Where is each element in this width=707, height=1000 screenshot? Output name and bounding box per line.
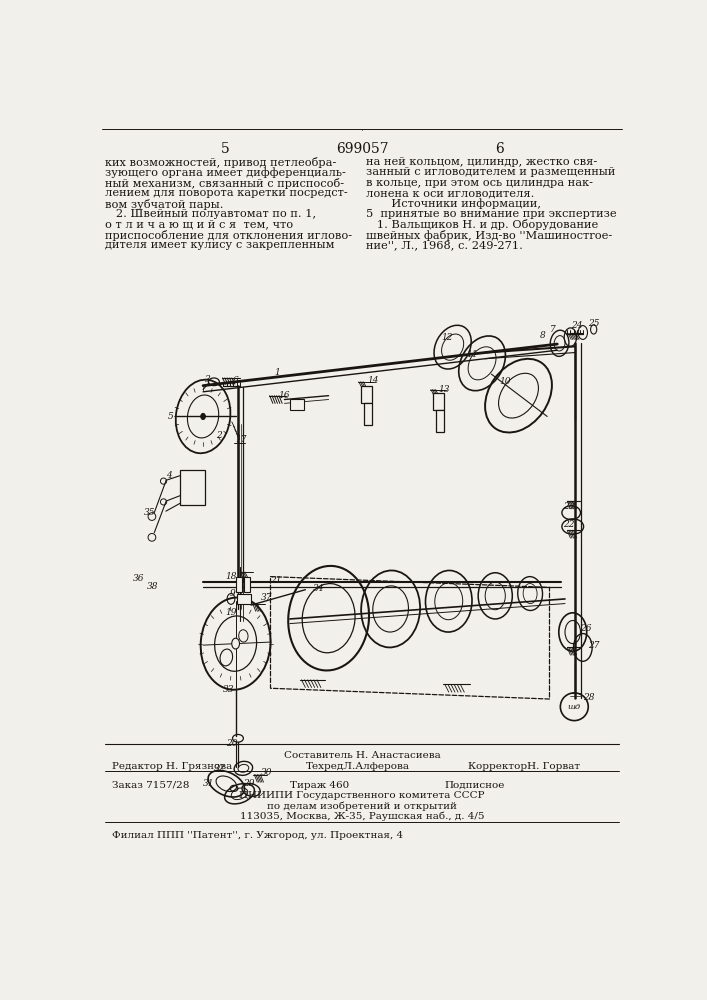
Text: 20: 20 (226, 739, 238, 748)
Text: Заказ 7157/28: Заказ 7157/28 (112, 781, 189, 790)
Text: 2. Швейный полуавтомат по п. 1,: 2. Швейный полуавтомат по п. 1, (105, 209, 317, 219)
Text: 27: 27 (588, 641, 600, 650)
Text: 13: 13 (438, 385, 450, 394)
Text: 15: 15 (293, 399, 305, 408)
FancyBboxPatch shape (433, 393, 444, 410)
Text: 8: 8 (539, 331, 545, 340)
Text: дителя имеет кулису с закрепленным: дителя имеет кулису с закрепленным (105, 240, 335, 250)
Text: 19: 19 (226, 608, 237, 617)
Text: 4: 4 (166, 471, 172, 480)
Text: 36: 36 (134, 574, 145, 583)
Text: 29: 29 (243, 779, 255, 788)
Text: приспособление для отклонения иглово-: приспособление для отклонения иглово- (105, 230, 353, 241)
Text: ние'', Л., 1968, с. 249-271.: ние'', Л., 1968, с. 249-271. (366, 240, 522, 250)
Text: 2: 2 (216, 431, 222, 440)
Text: 31: 31 (203, 779, 215, 788)
Text: Подписное: Подписное (445, 781, 506, 790)
Text: 3: 3 (204, 375, 211, 384)
Text: 34: 34 (313, 584, 325, 593)
Text: 5: 5 (168, 412, 174, 421)
Text: Составитель Н. Анастасиева: Составитель Н. Анастасиева (284, 751, 440, 760)
Text: 32: 32 (214, 764, 226, 773)
Text: вом зубчатой пары.: вом зубчатой пары. (105, 199, 224, 210)
FancyBboxPatch shape (364, 403, 372, 425)
FancyBboxPatch shape (237, 594, 251, 604)
Text: 5: 5 (221, 142, 230, 156)
Text: 9: 9 (230, 589, 235, 598)
Text: шд: шд (568, 703, 581, 711)
Text: 1. Вальщиков Н. и др. Оборудование: 1. Вальщиков Н. и др. Оборудование (366, 219, 598, 230)
Text: 12: 12 (441, 333, 452, 342)
Text: 14: 14 (368, 376, 379, 385)
Text: ких возможностей, привод петлеобра-: ких возможностей, привод петлеобра- (105, 157, 337, 168)
Text: 113035, Москва, Ж-35, Раушская наб., д. 4/5: 113035, Москва, Ж-35, Раушская наб., д. … (240, 811, 484, 821)
Text: швейных фабрик, Изд-во ''Машиностroe-: швейных фабрик, Изд-во ''Машиностroe- (366, 230, 612, 241)
Text: КорректорН. Горват: КорректорН. Горват (468, 762, 580, 771)
FancyBboxPatch shape (361, 386, 372, 403)
Text: 5  принятые во внимание при экспертизе: 5 принятые во внимание при экспертизе (366, 209, 617, 219)
Text: занный с игловодителем и размещенный: занный с игловодителем и размещенный (366, 167, 615, 177)
Text: по делам изобретений и открытий: по делам изобретений и открытий (267, 801, 457, 811)
Text: 17: 17 (235, 435, 247, 444)
Text: 24: 24 (571, 321, 583, 330)
Text: Филиал ППП ''Патент'', г. Ужгород, ул. Проектная, 4: Филиал ППП ''Патент'', г. Ужгород, ул. П… (112, 831, 403, 840)
Text: 16: 16 (279, 391, 290, 400)
Text: 11: 11 (467, 350, 478, 359)
Text: Тираж 460: Тираж 460 (290, 781, 349, 790)
FancyBboxPatch shape (244, 577, 250, 592)
Text: 23: 23 (563, 502, 574, 511)
Text: 699057: 699057 (336, 142, 388, 156)
Text: Источники информации,: Источники информации, (366, 199, 541, 209)
Text: лением для поворота каретки посредст-: лением для поворота каретки посредст- (105, 188, 348, 198)
Text: о т л и ч а ю щ и й с я  тем, что: о т л и ч а ю щ и й с я тем, что (105, 219, 293, 229)
Text: ный механизм, связанный с приспособ-: ный механизм, связанный с приспособ- (105, 178, 344, 189)
Text: 10: 10 (499, 377, 510, 386)
FancyBboxPatch shape (180, 470, 204, 505)
FancyBboxPatch shape (436, 410, 444, 432)
Text: 6: 6 (233, 376, 238, 385)
Text: 38: 38 (146, 582, 158, 591)
Text: ЦНИИПИ Государственного комитета СССР: ЦНИИПИ Государственного комитета СССР (239, 791, 485, 800)
Text: 21: 21 (271, 576, 282, 585)
FancyBboxPatch shape (290, 399, 304, 410)
Text: 26: 26 (580, 624, 592, 633)
Text: 7: 7 (550, 325, 556, 334)
Text: 1: 1 (274, 368, 280, 377)
Text: лонена к оси игловодителя.: лонена к оси игловодителя. (366, 188, 534, 198)
Ellipse shape (201, 413, 206, 420)
Text: 28: 28 (583, 693, 595, 702)
Text: зующего органа имеет дифференциаль-: зующего органа имеет дифференциаль- (105, 167, 346, 178)
Text: на ней кольцом, цилиндр, жестко свя-: на ней кольцом, цилиндр, жестко свя- (366, 157, 597, 167)
Text: 33: 33 (223, 685, 234, 694)
Text: ТехредЛ.Алферова: ТехредЛ.Алферова (305, 762, 409, 771)
Text: 6: 6 (495, 142, 503, 156)
Text: 35: 35 (144, 508, 156, 517)
Ellipse shape (232, 638, 240, 649)
Text: Редактор Н. Грязнова: Редактор Н. Грязнова (112, 762, 232, 771)
Text: 30: 30 (260, 768, 272, 777)
Text: 25: 25 (588, 319, 600, 328)
FancyBboxPatch shape (235, 577, 242, 592)
Text: 18: 18 (226, 572, 237, 581)
Text: 22: 22 (563, 520, 574, 529)
Text: в кольце, при этом ось цилиндра нак-: в кольце, при этом ось цилиндра нак- (366, 178, 593, 188)
Text: 37: 37 (260, 593, 272, 602)
